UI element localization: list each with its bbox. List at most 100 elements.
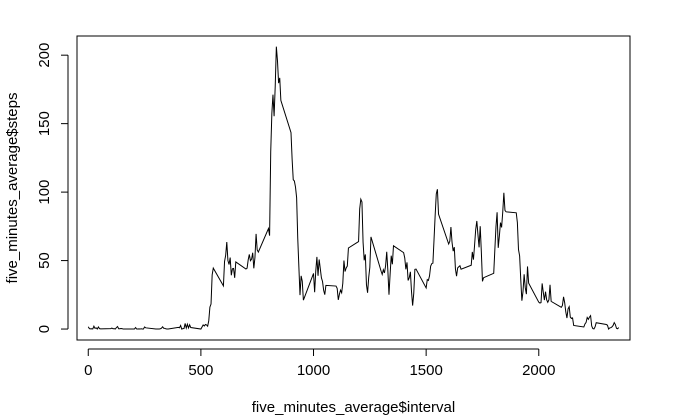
- data-point: [392, 264, 393, 265]
- data-point: [320, 268, 321, 269]
- data-point: [181, 328, 182, 329]
- data-point: [254, 257, 255, 258]
- data-point: [415, 268, 416, 269]
- data-point: [549, 284, 550, 285]
- data-point: [458, 266, 459, 267]
- data-point: [157, 328, 158, 329]
- x-tick-label: 1500: [409, 362, 442, 379]
- data-point: [609, 327, 610, 328]
- data-point: [100, 328, 101, 329]
- data-point: [249, 254, 250, 255]
- data-point: [393, 245, 394, 246]
- data-point: [409, 277, 410, 278]
- data-point: [115, 328, 116, 329]
- data-point: [322, 281, 323, 282]
- data-point: [591, 325, 592, 326]
- data-point: [593, 328, 594, 329]
- data-point: [292, 159, 293, 160]
- data-point: [493, 273, 494, 274]
- data-point: [275, 86, 276, 87]
- data-point: [453, 251, 454, 252]
- x-tick-label: 1000: [297, 362, 330, 379]
- data-point: [141, 328, 142, 329]
- data-point: [360, 199, 361, 200]
- data-point: [168, 328, 169, 329]
- data-point: [303, 300, 304, 301]
- data-point: [413, 293, 414, 294]
- data-point: [200, 328, 201, 329]
- data-point: [316, 256, 317, 257]
- data-point: [201, 326, 202, 327]
- data-point: [427, 279, 428, 280]
- data-point: [223, 285, 224, 286]
- data-point: [540, 302, 541, 303]
- data-point: [543, 292, 544, 293]
- data-point: [136, 328, 137, 329]
- data-point: [178, 327, 179, 328]
- data-point: [232, 268, 233, 269]
- data-point: [248, 259, 249, 260]
- data-point: [268, 228, 269, 229]
- data-point: [584, 323, 585, 324]
- data-point: [315, 270, 316, 271]
- data-point: [206, 324, 207, 325]
- data-point: [502, 212, 503, 213]
- data-point: [610, 327, 611, 328]
- data-point: [207, 326, 208, 327]
- data-point: [139, 328, 140, 329]
- data-point: [585, 322, 586, 323]
- data-point: [405, 269, 406, 270]
- data-point: [426, 287, 427, 288]
- data-point: [518, 249, 519, 250]
- data-point: [528, 283, 529, 284]
- data-point: [224, 261, 225, 262]
- data-point: [182, 328, 183, 329]
- data-point: [538, 302, 539, 303]
- data-point: [97, 328, 98, 329]
- data-point: [385, 265, 386, 266]
- data-point: [123, 328, 124, 329]
- data-point: [383, 269, 384, 270]
- data-point: [160, 328, 161, 329]
- steps-series-points: [88, 46, 620, 330]
- plot-frame: [76, 35, 631, 341]
- data-point: [548, 299, 549, 300]
- data-point: [245, 268, 246, 269]
- y-axis-label: five_minutes_average$steps: [4, 93, 21, 284]
- data-point: [503, 192, 504, 193]
- data-point: [563, 296, 564, 297]
- data-point: [362, 242, 363, 243]
- data-point: [133, 328, 134, 329]
- data-point: [251, 259, 252, 260]
- data-point: [188, 327, 189, 328]
- data-point: [519, 255, 520, 256]
- data-point: [365, 254, 366, 255]
- data-point: [92, 328, 93, 329]
- data-point: [317, 275, 318, 276]
- data-point: [183, 328, 184, 329]
- data-point: [566, 317, 567, 318]
- data-point: [370, 236, 371, 237]
- data-point: [89, 328, 90, 329]
- data-point: [516, 212, 517, 213]
- data-point: [323, 290, 324, 291]
- data-point: [205, 324, 206, 325]
- data-point: [525, 287, 526, 288]
- data-point: [167, 328, 168, 329]
- data-point: [428, 280, 429, 281]
- data-point: [382, 274, 383, 275]
- data-point: [583, 326, 584, 327]
- data-point: [274, 116, 275, 117]
- data-point: [324, 294, 325, 295]
- data-point: [590, 315, 591, 316]
- data-point: [203, 324, 204, 325]
- data-point: [460, 269, 461, 270]
- x-tick-label: 2000: [522, 362, 555, 379]
- data-point: [448, 243, 449, 244]
- data-point: [517, 222, 518, 223]
- data-point: [343, 260, 344, 261]
- y-tick-label: 100: [36, 180, 53, 205]
- data-point: [475, 229, 476, 230]
- data-point: [572, 317, 573, 318]
- data-point: [596, 322, 597, 323]
